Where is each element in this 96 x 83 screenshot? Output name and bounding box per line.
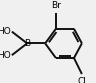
Text: Cl: Cl: [77, 77, 86, 83]
Text: B: B: [24, 39, 30, 48]
Text: HO: HO: [0, 27, 11, 36]
Text: Br: Br: [51, 1, 61, 10]
Text: HO: HO: [0, 51, 11, 60]
